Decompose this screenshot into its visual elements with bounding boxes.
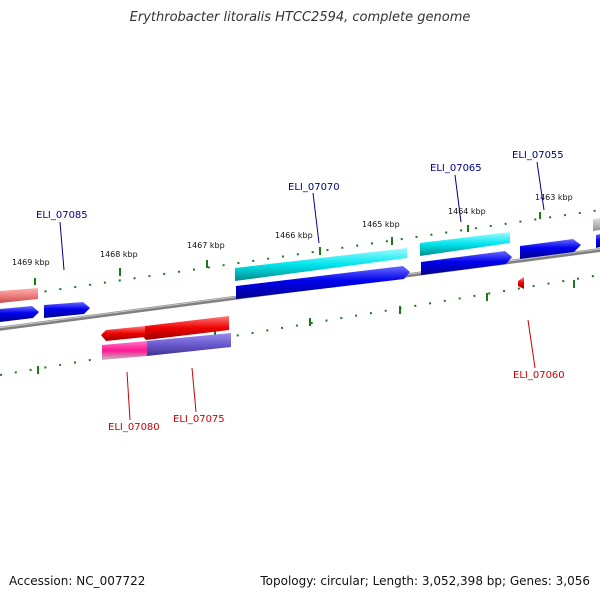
tick-label: 1468 kbp	[100, 250, 138, 259]
genome-summary-text: Topology: circular; Length: 3,052,398 bp…	[260, 574, 590, 588]
gene-rna-forward[interactable]	[235, 248, 407, 281]
forward-leader-lines	[59, 161, 545, 271]
map-title: Erythrobacter litoralis HTCC2594, comple…	[129, 10, 471, 25]
gene-cds-reverse[interactable]	[518, 277, 524, 289]
gene-cds-reverse[interactable]	[101, 326, 145, 341]
tick-label: 1463 kbp	[535, 193, 573, 202]
accession-text: Accession: NC_007722	[9, 574, 146, 588]
gene-label-forward[interactable]: ELI_07070	[288, 182, 340, 193]
gene-rna-reverse[interactable]	[147, 333, 231, 356]
gene-edge[interactable]	[593, 218, 600, 231]
major-ticks-outer	[34, 212, 541, 285]
gene-rna-forward[interactable]	[420, 232, 510, 256]
gene-cds-reverse[interactable]	[140, 316, 229, 340]
gene-label-reverse[interactable]: ELI_07080	[108, 422, 160, 433]
gene-cds-forward[interactable]	[236, 266, 410, 299]
tick-label: 1467 kbp	[187, 241, 225, 250]
gene-cds-forward[interactable]	[0, 306, 39, 322]
gene-cds-forward[interactable]	[44, 302, 90, 318]
tick-label: 1465 kbp	[362, 220, 400, 229]
gene-label-reverse[interactable]: ELI_07075	[173, 414, 225, 425]
gene-cds-forward[interactable]	[520, 239, 581, 259]
tick-label: 1469 kbp	[12, 258, 50, 267]
gene-cds-forward[interactable]	[421, 251, 512, 275]
gene-label-forward[interactable]: ELI_07065	[430, 163, 482, 174]
tick-label: 1464 kbp	[448, 207, 486, 216]
reverse-leader-lines	[126, 319, 536, 421]
major-ticks-inner	[37, 280, 575, 374]
tick-label: 1466 kbp	[275, 231, 313, 240]
gene-cds-forward[interactable]	[596, 234, 600, 248]
gene-rna-reverse[interactable]	[102, 341, 147, 360]
gene-label-reverse[interactable]: ELI_07060	[513, 370, 565, 381]
gene-label-forward[interactable]: ELI_07085	[36, 210, 88, 221]
gene-label-forward[interactable]: ELI_07055	[512, 150, 564, 161]
gene-pseudo-forward[interactable]	[0, 288, 38, 303]
